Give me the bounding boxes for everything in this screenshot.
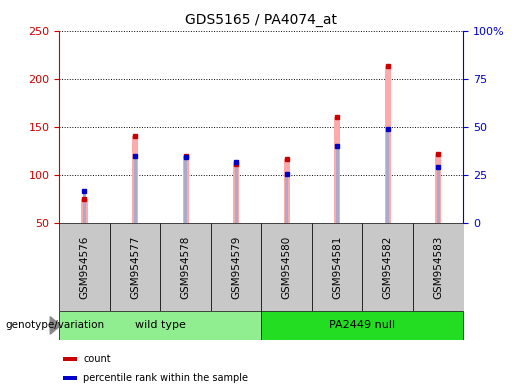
Bar [261,223,312,311]
Bar [63,357,77,361]
Bar [132,136,138,223]
Bar [110,223,160,311]
Bar [413,223,464,311]
Text: GSM954582: GSM954582 [383,235,393,299]
Bar [59,223,110,311]
Bar [83,191,86,223]
Text: GSM954579: GSM954579 [231,235,241,299]
Text: PA2449 null: PA2449 null [330,320,396,331]
Bar [182,156,188,223]
Bar [184,157,187,223]
Bar [81,199,88,223]
Bar [63,376,77,380]
Text: GSM954576: GSM954576 [79,235,90,299]
Bar [336,146,339,223]
Text: count: count [83,354,111,364]
Bar [363,223,413,311]
Bar [334,117,340,223]
Bar [386,129,389,223]
Text: GSM954583: GSM954583 [433,235,443,299]
Text: GSM954578: GSM954578 [181,235,191,299]
Bar [59,311,261,340]
Bar [435,154,441,223]
Bar [284,159,289,223]
Bar [234,162,237,223]
Bar [211,223,261,311]
Bar [261,311,464,340]
Text: GSM954580: GSM954580 [282,235,291,298]
Text: GSM954577: GSM954577 [130,235,140,299]
Bar [285,174,288,223]
Text: percentile rank within the sample: percentile rank within the sample [83,373,248,383]
Text: wild type: wild type [135,320,186,331]
Polygon shape [50,317,61,334]
Bar [312,223,363,311]
Bar [233,164,239,223]
Text: GSM954581: GSM954581 [332,235,342,299]
Bar [160,223,211,311]
Bar [133,156,136,223]
Title: GDS5165 / PA4074_at: GDS5165 / PA4074_at [185,13,337,27]
Bar [437,167,440,223]
Bar [385,66,391,223]
Text: genotype/variation: genotype/variation [5,320,104,331]
